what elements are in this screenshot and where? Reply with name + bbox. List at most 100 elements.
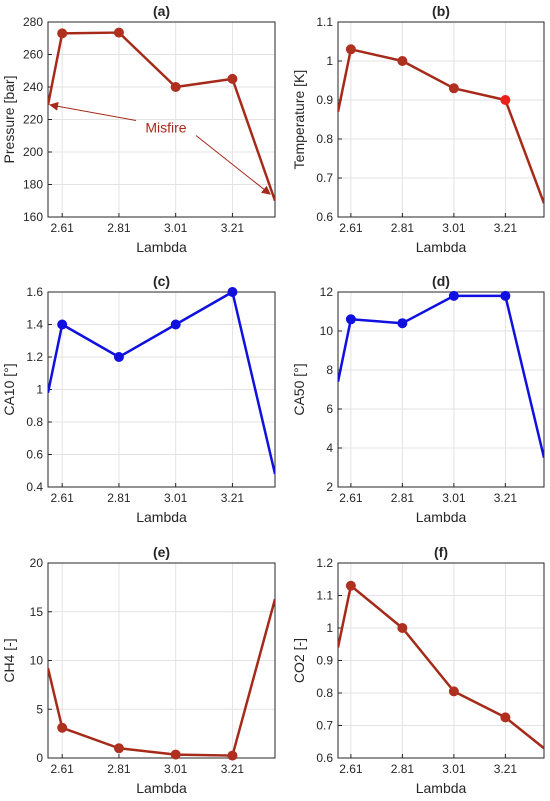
series-line xyxy=(338,584,544,750)
y-axis-label: CH4 [-] xyxy=(1,638,17,682)
panel-title: (e) xyxy=(153,544,170,560)
y-tick-label: 220 xyxy=(23,113,43,127)
data-point xyxy=(113,352,124,362)
y-axis-label: Temperature [K] xyxy=(291,70,307,170)
y-tick-label: 4 xyxy=(326,441,333,455)
y-tick-label: 1 xyxy=(36,383,43,397)
data-point xyxy=(57,319,68,330)
x-tick-label: 2.81 xyxy=(391,491,415,505)
chart-panel-4: 2.61 2.81 3.01 3.21 2 4 6 8 10 12 (d) Lambda CA50 [°… xyxy=(291,273,545,525)
series-1 xyxy=(48,287,275,475)
y-axis-label: CA50 [°] xyxy=(291,363,307,415)
y-tick-label: 1 xyxy=(326,621,333,635)
data-point xyxy=(500,95,511,105)
x-tick-label: 3.21 xyxy=(221,762,245,776)
misfire-arrow xyxy=(49,101,137,121)
x-tick-label: 2.61 xyxy=(51,221,75,235)
x-tick-label: 2.81 xyxy=(107,491,131,505)
data-point xyxy=(397,623,408,633)
x-tick-label: 3.21 xyxy=(221,491,245,505)
x-axis-label: Lambda xyxy=(416,509,467,525)
panel-title: (b) xyxy=(432,3,450,19)
data-point xyxy=(57,722,68,733)
x-axis-label: Lambda xyxy=(416,239,467,255)
x-tick-label: 3.01 xyxy=(164,491,188,505)
series-line xyxy=(338,48,544,204)
x-axis-label: Lambda xyxy=(136,239,187,255)
panel-title: (a) xyxy=(153,3,170,19)
data-point xyxy=(227,287,238,297)
chart-panel-5: 2.61 2.81 3.01 3.21 0 5 10 15 20 (e) Lambda CH4 [-] xyxy=(1,544,276,796)
chart-panel-2: 2.61 2.81 3.01 3.21 0.6 0.7 0.8 0.9 1 1.1 (b) Lambd… xyxy=(291,3,545,255)
data-point xyxy=(345,44,356,55)
chart-panel-3: 2.61 2.81 3.01 3.21 0.4 0.6 0.8 1 1.2 1.4 1.6 (c) La… xyxy=(1,273,276,525)
y-tick-label: 0.8 xyxy=(316,132,333,146)
y-tick-label: 0.6 xyxy=(316,210,333,224)
series-1 xyxy=(48,27,275,202)
y-tick-label: 20 xyxy=(30,556,44,570)
y-tick-label: 180 xyxy=(23,178,43,192)
panel-title: (f) xyxy=(434,544,448,560)
axes-frame xyxy=(337,21,545,218)
data-point xyxy=(113,27,124,38)
chart-panel-1: 2.61 2.81 3.01 3.21 160 180 200 220 240 260 280 (a)… xyxy=(1,3,276,255)
x-tick-label: 2.61 xyxy=(339,491,363,505)
series-1 xyxy=(338,290,544,459)
x-tick-label: 3.21 xyxy=(494,491,518,505)
data-point xyxy=(448,686,459,697)
y-tick-label: 0.6 xyxy=(316,751,333,765)
x-tick-label: 2.81 xyxy=(391,762,415,776)
x-tick-label: 3.01 xyxy=(164,221,188,235)
y-tick-label: 1.6 xyxy=(26,285,43,299)
series-line xyxy=(48,31,275,202)
y-tick-label: 0.7 xyxy=(316,171,333,185)
series-1 xyxy=(48,598,275,761)
y-tick-label: 10 xyxy=(320,324,334,338)
y-tick-label: 0.9 xyxy=(316,654,333,668)
chart-panel-6: 2.61 2.81 3.01 3.21 0.6 0.7 0.8 0.9 1 1.1 1.2 (f) La… xyxy=(291,544,545,796)
data-point xyxy=(170,319,181,330)
y-tick-label: 0.8 xyxy=(26,415,43,429)
y-tick-label: 1.1 xyxy=(316,589,333,603)
series-1 xyxy=(338,580,544,750)
y-tick-label: 15 xyxy=(30,605,44,619)
y-axis-label: Pressure [bar] xyxy=(1,76,17,164)
series-line xyxy=(338,294,544,459)
y-tick-label: 200 xyxy=(23,145,43,159)
data-point xyxy=(227,73,238,84)
y-axis-label: CA10 [°] xyxy=(1,363,17,415)
series-line xyxy=(48,598,275,757)
data-point xyxy=(448,83,459,94)
y-tick-label: 0.4 xyxy=(26,480,43,494)
data-point xyxy=(170,82,181,92)
series-1 xyxy=(338,44,544,204)
y-tick-label: 280 xyxy=(23,15,43,29)
y-tick-label: 0 xyxy=(36,751,43,765)
panel-title: (c) xyxy=(153,273,170,289)
x-tick-label: 3.01 xyxy=(442,491,466,505)
x-tick-label: 2.81 xyxy=(107,221,131,235)
x-tick-label: 2.61 xyxy=(339,221,363,235)
data-point xyxy=(57,28,68,39)
y-tick-label: 0.9 xyxy=(316,93,333,107)
y-tick-label: 12 xyxy=(320,285,334,299)
x-tick-label: 2.81 xyxy=(107,762,131,776)
y-tick-label: 8 xyxy=(326,363,333,377)
y-tick-label: 1.2 xyxy=(316,556,333,570)
x-axis-label: Lambda xyxy=(136,509,187,525)
x-tick-label: 3.01 xyxy=(442,762,466,776)
y-tick-label: 1.2 xyxy=(26,350,43,364)
panel-title: (d) xyxy=(432,273,450,289)
y-tick-label: 6 xyxy=(326,402,333,416)
data-point xyxy=(397,318,408,329)
x-tick-label: 2.61 xyxy=(51,762,75,776)
data-point xyxy=(500,290,511,301)
y-tick-label: 1.4 xyxy=(26,318,43,332)
y-tick-label: 2 xyxy=(326,480,333,494)
x-tick-label: 2.81 xyxy=(391,221,415,235)
x-tick-label: 2.61 xyxy=(339,762,363,776)
x-axis-label: Lambda xyxy=(136,780,187,796)
series-line xyxy=(48,290,275,475)
y-tick-label: 260 xyxy=(23,48,43,62)
